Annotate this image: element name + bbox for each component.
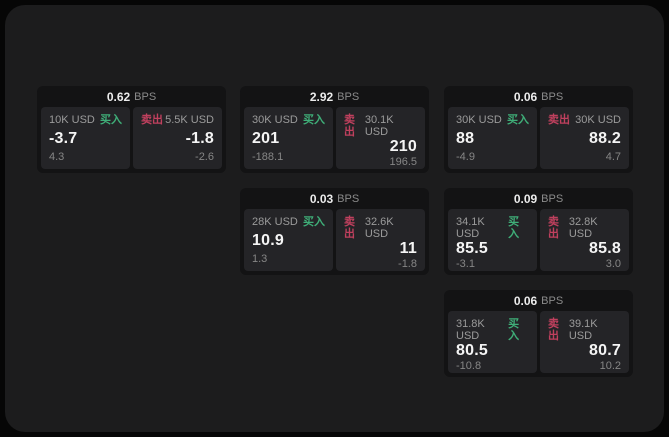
- sell-side-label: 卖出: [141, 114, 163, 126]
- sell-side-label: 卖出: [548, 114, 570, 126]
- sell-amount: 5.5K USD: [165, 114, 214, 126]
- sell-delta: 4.7: [605, 151, 621, 163]
- spread-header: 0.06 BPS: [448, 86, 629, 107]
- spread-header: 0.09 BPS: [448, 188, 629, 209]
- sell-amount: 32.6K USD: [364, 216, 394, 240]
- buy-amount: 30K USD: [252, 114, 298, 126]
- buy-price: 201: [252, 129, 280, 147]
- sell-amount: 39.1K USD: [568, 318, 598, 342]
- quote-card-4: 0.03 BPS 28K USD 买入 10.9 1.3 卖出 32.6K US…: [240, 188, 429, 275]
- buy-price: -3.7: [49, 129, 78, 147]
- spread-unit: BPS: [541, 294, 564, 307]
- buy-price: 85.5: [456, 240, 488, 257]
- spread-header: 2.92 BPS: [244, 86, 425, 107]
- buy-quote-cell[interactable]: 28K USD 买入 10.9 1.3: [244, 209, 333, 271]
- sell-price: -1.8: [185, 129, 214, 147]
- main-panel: 0.62 BPS 10K USD 买入 -3.7 4.3 卖出 5.5K USD…: [5, 5, 664, 432]
- spread-unit: BPS: [541, 192, 564, 205]
- quote-card-2: 2.92 BPS 30K USD 买入 201 -188.1 卖出 30.1K …: [240, 86, 429, 173]
- sell-quote-cell[interactable]: 卖出 32.6K USD 11 -1.8: [336, 209, 425, 271]
- sell-price: 210: [389, 138, 417, 155]
- buy-delta: -188.1: [252, 151, 284, 163]
- spread-value: 2.92: [309, 89, 334, 104]
- buy-amount: 30K USD: [456, 114, 502, 126]
- sell-side-label: 卖出: [548, 216, 559, 240]
- buy-amount: 34.1K USD: [456, 216, 485, 240]
- spread-value: 0.06: [513, 89, 538, 104]
- buy-side-label: 买入: [508, 318, 520, 342]
- spread-unit: BPS: [541, 90, 564, 103]
- sell-quote-cell[interactable]: 卖出 5.5K USD -1.8 -2.6: [133, 107, 222, 169]
- sell-delta: 196.5: [389, 156, 417, 168]
- sell-delta: -2.6: [195, 151, 214, 163]
- buy-side-label: 买入: [303, 114, 325, 126]
- sell-price: 88.2: [589, 129, 621, 147]
- sell-price: 80.7: [589, 342, 621, 359]
- buy-quote-cell[interactable]: 34.1K USD 买入 85.5 -3.1: [448, 209, 537, 271]
- spread-unit: BPS: [337, 90, 360, 103]
- buy-side-label: 买入: [508, 216, 520, 240]
- sell-delta: -1.8: [398, 258, 417, 270]
- sell-quote-cell[interactable]: 卖出 39.1K USD 80.7 10.2: [540, 311, 629, 373]
- spread-value: 0.03: [309, 191, 334, 206]
- buy-side-label: 买入: [507, 114, 529, 126]
- buy-side-label: 买入: [303, 216, 325, 228]
- sell-delta: 3.0: [605, 258, 621, 270]
- sell-quote-cell[interactable]: 卖出 30.1K USD 210 196.5: [336, 107, 425, 169]
- buy-amount: 31.8K USD: [456, 318, 485, 342]
- sell-side-label: 卖出: [548, 318, 559, 342]
- buy-amount: 10K USD: [49, 114, 95, 126]
- buy-price: 88: [456, 129, 475, 147]
- sell-delta: 10.2: [599, 360, 621, 372]
- buy-quote-cell[interactable]: 31.8K USD 买入 80.5 -10.8: [448, 311, 537, 373]
- sell-amount: 32.8K USD: [568, 216, 598, 240]
- buy-quote-cell[interactable]: 10K USD 买入 -3.7 4.3: [41, 107, 130, 169]
- quote-card-6: 0.06 BPS 31.8K USD 买入 80.5 -10.8 卖出 39.1…: [444, 290, 633, 377]
- sell-amount: 30.1K USD: [364, 114, 394, 138]
- spread-value: 0.09: [513, 191, 538, 206]
- spread-unit: BPS: [134, 90, 157, 103]
- buy-price: 10.9: [252, 231, 284, 249]
- quote-card-1: 0.62 BPS 10K USD 买入 -3.7 4.3 卖出 5.5K USD…: [37, 86, 226, 173]
- spread-header: 0.62 BPS: [41, 86, 222, 107]
- spread-value: 0.06: [513, 293, 538, 308]
- sell-side-label: 卖出: [344, 114, 355, 138]
- spread-unit: BPS: [337, 192, 360, 205]
- buy-amount: 28K USD: [252, 216, 298, 228]
- sell-quote-cell[interactable]: 卖出 30K USD 88.2 4.7: [540, 107, 629, 169]
- buy-delta: 4.3: [49, 151, 65, 163]
- buy-delta: -10.8: [456, 360, 482, 372]
- buy-quote-cell[interactable]: 30K USD 买入 88 -4.9: [448, 107, 537, 169]
- buy-quote-cell[interactable]: 30K USD 买入 201 -188.1: [244, 107, 333, 169]
- spread-header: 0.06 BPS: [448, 290, 629, 311]
- sell-price: 11: [399, 240, 417, 257]
- buy-delta: -3.1: [456, 258, 475, 270]
- sell-amount: 30K USD: [575, 114, 621, 126]
- buy-delta: 1.3: [252, 253, 268, 265]
- sell-side-label: 卖出: [344, 216, 355, 240]
- buy-delta: -4.9: [456, 151, 475, 163]
- sell-price: 85.8: [589, 240, 621, 257]
- spread-header: 0.03 BPS: [244, 188, 425, 209]
- spread-value: 0.62: [106, 89, 131, 104]
- buy-side-label: 买入: [100, 114, 122, 126]
- sell-quote-cell[interactable]: 卖出 32.8K USD 85.8 3.0: [540, 209, 629, 271]
- buy-price: 80.5: [456, 342, 488, 359]
- quote-card-5: 0.09 BPS 34.1K USD 买入 85.5 -3.1 卖出 32.8K…: [444, 188, 633, 275]
- quote-card-3: 0.06 BPS 30K USD 买入 88 -4.9 卖出 30K USD 8…: [444, 86, 633, 173]
